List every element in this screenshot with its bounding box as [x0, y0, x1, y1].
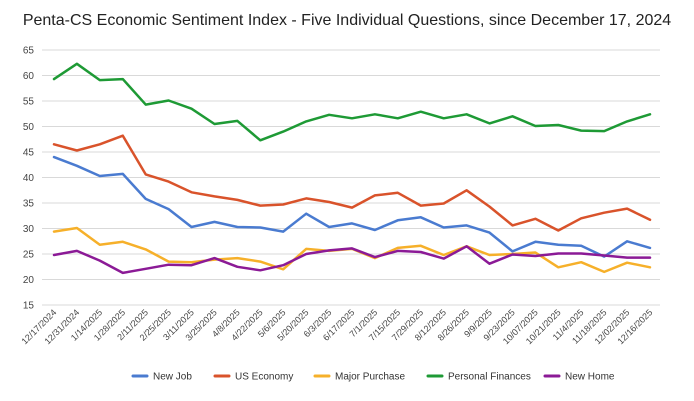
series-line-new-home [52, 245, 652, 275]
legend-label: New Job [153, 372, 192, 383]
series-lines [52, 62, 652, 275]
legend-label: Major Purchase [335, 372, 405, 383]
y-tick-label: 50 [23, 122, 35, 133]
series-line-new-job [52, 155, 652, 258]
y-tick-label: 45 [23, 148, 35, 159]
y-tick-label: 35 [23, 199, 35, 210]
y-tick-label: 25 [23, 250, 35, 261]
y-tick-label: 40 [23, 173, 35, 184]
y-tick-label: 20 [23, 275, 35, 286]
y-tick-label: 60 [23, 71, 35, 82]
y-tick-label: 30 [23, 224, 35, 235]
legend-label: US Economy [235, 372, 293, 383]
chart-title: Penta-CS Economic Sentiment Index - Five… [22, 12, 672, 29]
legend-label: New Home [565, 372, 615, 383]
y-axis-tick-labels: 15 20 25 30 35 40 45 50 55 60 65 [23, 46, 35, 312]
y-tick-label: 65 [23, 46, 35, 57]
legend: New Job US Economy Major Purchase Personal … [131, 372, 615, 383]
gridlines [42, 49, 660, 306]
series-line-major-purchase [52, 226, 652, 274]
series-line-personal-finances [52, 62, 652, 142]
legend-label: Personal Finances [448, 372, 531, 383]
series-line-us-economy [52, 134, 652, 232]
y-tick-label: 55 [23, 97, 35, 108]
y-tick-label: 15 [23, 301, 35, 312]
x-axis-tick-labels: 12/17/202412/31/20241/14/20251/28/20252/… [19, 307, 654, 346]
